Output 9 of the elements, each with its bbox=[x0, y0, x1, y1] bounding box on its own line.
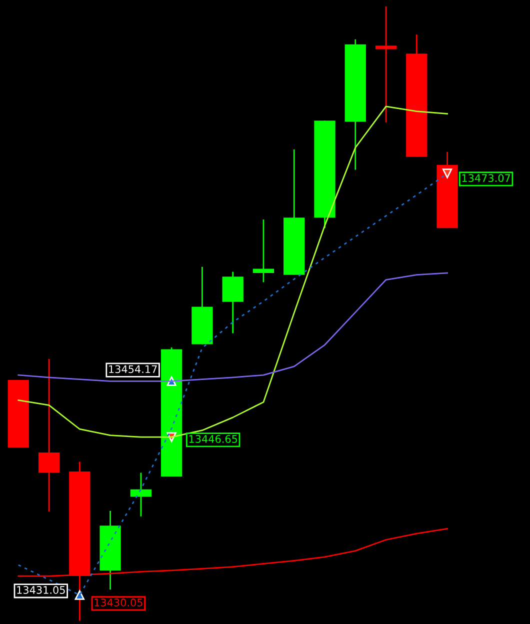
annotation: 13431.05 bbox=[17, 586, 65, 594]
annotation: 13473.07 bbox=[462, 174, 510, 182]
annotation: 13446.65 bbox=[189, 435, 238, 443]
candlestick bbox=[375, 6, 397, 124]
candlestick bbox=[38, 358, 60, 512]
candlestick bbox=[130, 472, 152, 518]
annotation: 13454.17 bbox=[109, 365, 157, 374]
annotation: 13430.05 bbox=[94, 598, 142, 606]
candlestick bbox=[252, 218, 274, 283]
